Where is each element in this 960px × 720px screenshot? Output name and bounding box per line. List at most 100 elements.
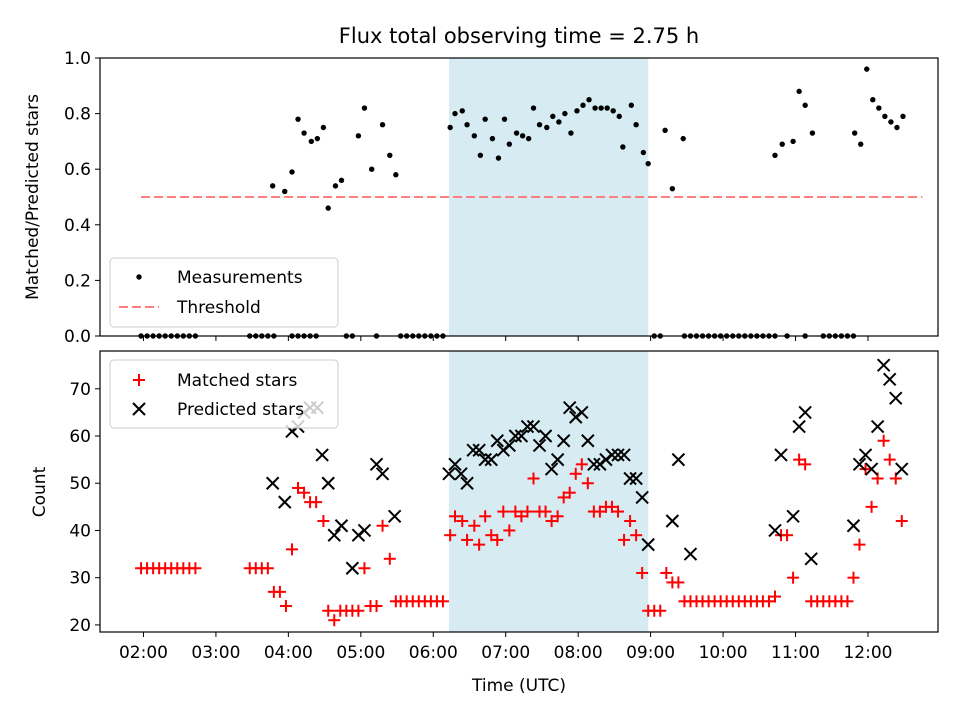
- matched-star-point: [491, 533, 504, 546]
- measurement-point: [645, 160, 651, 167]
- predicted-star-point: [852, 457, 867, 472]
- matched-star-point: [545, 515, 558, 528]
- measurement-point: [680, 135, 686, 142]
- matched-star-point: [551, 510, 564, 523]
- time-x-tick-label: 04:00: [264, 643, 313, 663]
- matched-star-point: [479, 510, 492, 523]
- measurement-point: [870, 97, 876, 103]
- predicted-star-point: [448, 457, 462, 472]
- observing-window-span: [448, 351, 649, 632]
- matched-star-point: [352, 604, 365, 617]
- time-x-tick-label: 07:00: [481, 643, 530, 663]
- matched-star-point: [799, 458, 812, 471]
- matched-star-point: [328, 614, 341, 627]
- legend-matched-marker: [133, 374, 145, 386]
- matched-star-point: [436, 595, 449, 608]
- measurement-point: [544, 124, 550, 131]
- matched-star-point: [793, 453, 806, 466]
- matched-star-point: [787, 571, 800, 584]
- matched-star-point: [841, 595, 854, 608]
- measurement-point: [772, 152, 778, 158]
- time-x-tick-label: 12:00: [843, 643, 892, 663]
- ratio-y-tick-label: 0.4: [64, 216, 91, 236]
- predicted-star-point: [278, 495, 292, 509]
- measurement-point: [802, 102, 808, 108]
- ratio-legend: Measurements Threshold: [109, 257, 339, 328]
- legend-measurements-marker: [136, 274, 142, 280]
- measurement-point: [325, 205, 331, 211]
- measurement-point: [809, 130, 816, 136]
- predicted-star-point: [466, 443, 480, 457]
- measurement-point: [368, 166, 375, 172]
- predicted-star-point: [617, 448, 631, 462]
- measurement-point: [662, 127, 668, 133]
- measurement-point: [320, 124, 327, 131]
- measurement-point: [550, 113, 556, 120]
- matched-star-point: [189, 562, 202, 575]
- predicted-star-point: [508, 429, 523, 443]
- measurement-point: [864, 66, 870, 72]
- predicted-star-point: [357, 523, 372, 538]
- measurement-point: [289, 169, 295, 175]
- legend-measurements-label: Measurements: [177, 268, 303, 288]
- measurement-point: [308, 138, 315, 145]
- matched-star-point: [515, 510, 528, 523]
- measurement-point: [858, 141, 864, 147]
- count-y-tick-label: 20: [69, 616, 91, 636]
- measurement-point: [628, 102, 634, 108]
- measurement-point: [894, 124, 900, 131]
- measurement-point: [640, 149, 647, 156]
- predicted-star-point: [544, 462, 559, 476]
- matched-star-point: [575, 458, 588, 471]
- predicted-star-point: [611, 448, 625, 462]
- matched-star-points: [135, 434, 908, 627]
- measurement-point: [355, 133, 362, 139]
- matched-star-point: [636, 566, 649, 579]
- time-x-tick-label: 09:00: [626, 643, 675, 663]
- matched-star-point: [317, 515, 330, 528]
- measurement-point: [332, 183, 339, 189]
- matched-star-point: [473, 538, 486, 551]
- measurement-point: [882, 113, 888, 120]
- measurement-point: [301, 130, 307, 136]
- matched-star-point: [485, 529, 498, 542]
- predicted-star-point: [671, 452, 686, 467]
- ratio-y-axis: 0.0 0.2 0.4 0.6 0.8 1.0: [64, 49, 100, 347]
- matched-star-point: [279, 600, 292, 613]
- matched-star-point: [273, 585, 286, 598]
- matched-star-point: [612, 505, 625, 518]
- predicted-star-point: [876, 358, 891, 372]
- matched-star-point: [877, 434, 890, 447]
- predicted-star-point: [864, 462, 879, 476]
- measurement-point: [669, 185, 676, 192]
- measurement-point: [530, 105, 537, 111]
- matched-star-point: [853, 538, 866, 551]
- predicted-star-point: [375, 467, 390, 481]
- predicted-star-point: [484, 452, 498, 467]
- matched-star-point: [660, 566, 673, 579]
- measurement-point: [459, 108, 465, 114]
- ratio-panel: 0.0 0.2 0.4 0.6 0.8 1.0 Matched/Predicted sta…: [23, 49, 939, 347]
- chart-title: Flux total observing time = 2.75 h: [339, 24, 699, 48]
- count-plot-frame: [99, 350, 939, 633]
- matched-star-point: [883, 453, 896, 466]
- measurement-point: [556, 119, 562, 125]
- predicted-star-point: [369, 457, 384, 472]
- predicted-star-point: [321, 476, 335, 490]
- time-x-tick-label: 10:00: [699, 643, 748, 663]
- matched-star-point: [618, 533, 631, 546]
- predicted-star-point: [265, 476, 280, 490]
- measurement-point: [586, 97, 592, 103]
- matched-star-point: [456, 515, 469, 528]
- measurement-point: [900, 113, 906, 120]
- measurement-point: [525, 135, 532, 142]
- matched-star-point: [527, 472, 540, 485]
- predicted-star-point: [623, 471, 637, 486]
- predicted-star-point: [846, 519, 861, 533]
- predicted-star-point: [490, 434, 504, 448]
- predicted-star-point: [345, 561, 360, 575]
- predicted-star-point: [532, 438, 547, 453]
- predicted-star-point: [786, 509, 800, 524]
- ratio-y-tick-label: 0.6: [64, 160, 91, 180]
